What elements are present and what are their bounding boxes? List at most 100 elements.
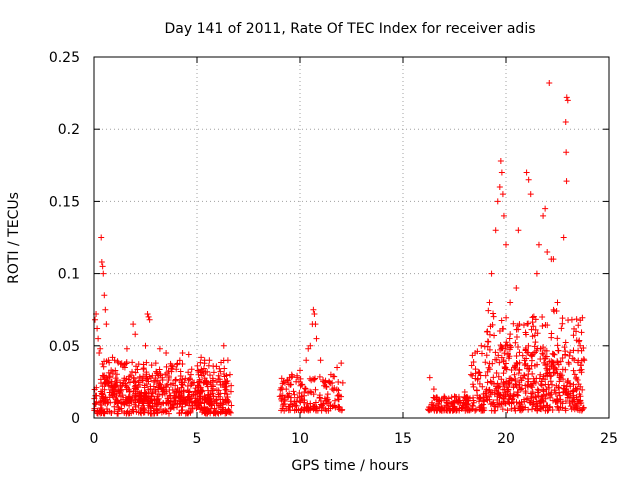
data-point [217,368,224,375]
y-axis-label: ROTI / TECUs [6,192,22,284]
data-point [205,362,212,369]
data-point [547,378,554,385]
data-point [197,369,204,376]
data-point [487,401,494,408]
data-point [279,386,286,393]
data-point [565,359,572,366]
data-point [159,388,166,395]
data-point [548,372,555,379]
data-point [168,398,175,405]
data-point [576,406,583,413]
data-point [157,406,164,413]
data-point [578,329,585,336]
data-point [554,342,561,349]
data-point [476,395,483,402]
data-point [130,408,137,415]
data-point [461,389,468,396]
x-tick-label: 0 [90,431,99,447]
data-point [123,386,130,393]
data-point [524,395,531,402]
data-point [515,326,522,333]
data-point [279,402,286,409]
data-point [96,350,103,357]
data-point [206,357,213,364]
data-point [334,364,341,371]
data-point [491,332,498,339]
data-point [501,396,508,403]
data-point [308,389,315,396]
data-point [498,354,505,361]
data-point [140,366,147,373]
data-point [472,375,479,382]
data-point [172,388,179,395]
data-point [507,331,514,338]
data-point [497,157,504,164]
data-point [489,360,496,367]
data-point [470,394,477,401]
data-point [513,285,520,292]
data-point [546,404,553,411]
data-point [493,383,500,390]
data-point [156,366,163,373]
data-point [535,387,542,394]
data-point [165,376,172,383]
data-point [539,350,546,357]
data-point [523,355,530,362]
data-point [320,401,327,408]
data-point [570,387,577,394]
data-point [201,409,208,416]
data-point [564,97,571,104]
data-point [339,379,346,386]
data-point [97,388,104,395]
data-point [553,398,560,405]
data-point [139,377,146,384]
data-point [577,397,584,404]
data-point [153,368,160,375]
data-point [206,396,213,403]
data-point [105,379,112,386]
data-point [488,379,495,386]
data-point [496,183,503,190]
data-point [557,358,564,365]
data-point [524,376,531,383]
data-point [136,373,143,380]
data-point [298,406,305,413]
data-point [532,379,539,386]
data-point [224,394,231,401]
data-point [472,350,479,357]
data-point [530,401,537,408]
data-point [286,390,293,397]
data-point [504,350,511,357]
data-point [516,321,523,328]
data-point [135,402,142,409]
data-point [108,410,115,417]
data-point [296,390,303,397]
data-point [141,394,148,401]
data-point [559,400,566,407]
data-point [516,366,523,373]
data-point [470,358,477,365]
data-point [143,369,150,376]
data-point [303,357,310,364]
data-point [528,357,535,364]
data-point [500,370,507,377]
data-point [145,313,152,320]
data-point [297,375,304,382]
data-point [530,394,537,401]
data-point [502,345,509,352]
data-point [142,342,149,349]
data-point [305,389,312,396]
y-tick-label: 0 [71,411,80,427]
data-point [465,400,472,407]
data-point [477,372,484,379]
data-point [485,338,492,345]
data-point [100,270,107,277]
data-point [516,399,523,406]
data-point [111,357,118,364]
data-point [487,323,494,330]
data-point [179,350,186,357]
data-point [476,406,483,413]
data-point [312,399,319,406]
y-tick-label: 0.2 [58,122,80,138]
data-point [189,379,196,386]
